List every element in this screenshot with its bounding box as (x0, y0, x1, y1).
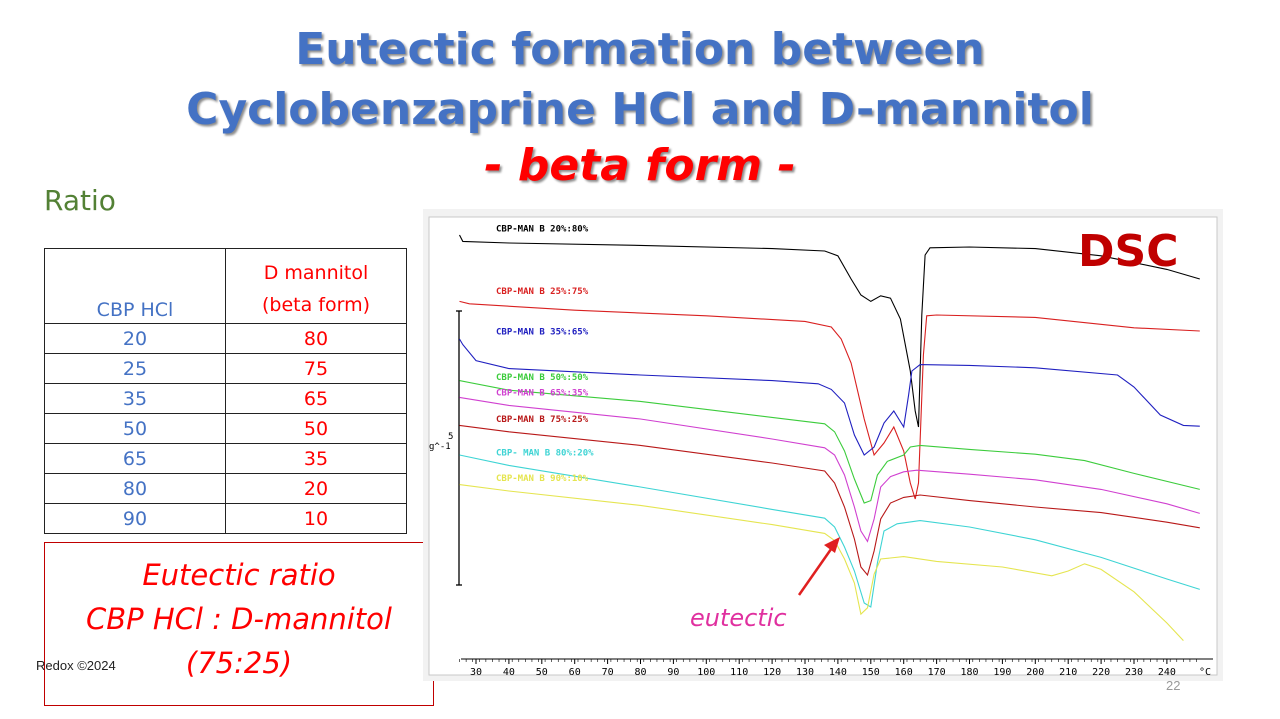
series-line (459, 338, 1200, 456)
x-tick-label: 70 (602, 667, 614, 678)
mannitol-cell: 35 (225, 443, 407, 474)
page-number: 22 (1166, 678, 1181, 693)
series-line (459, 396, 1200, 543)
x-tick-label: 140 (829, 667, 847, 678)
table-row: 25 75 (44, 353, 407, 384)
subtitle-beta-form: - beta form - (484, 140, 796, 191)
table-row: 20 80 (44, 323, 407, 354)
cbp-cell: 25 (44, 353, 226, 384)
x-tick-label: 190 (993, 667, 1011, 678)
x-tick-label: 60 (569, 667, 581, 678)
x-tick-label: 200 (1026, 667, 1044, 678)
cbp-cell: 65 (44, 443, 226, 474)
cbp-cell: 50 (44, 413, 226, 444)
dsc-chart-panel: 5 g^-1 30 40 50 60 70 80 90 100 110 120 130 140 150 16… (423, 209, 1223, 681)
copyright-text: Redox ©2024 (36, 658, 116, 673)
x-tick-label: 220 (1092, 667, 1110, 678)
cbp-cell: 20 (44, 323, 226, 354)
series-label: CBP- MAN B 80%:20% (496, 448, 594, 458)
x-tick-label: 180 (960, 667, 978, 678)
series-label: CBP-MAN B 25%:75% (496, 287, 589, 297)
mannitol-cell: 50 (225, 413, 407, 444)
x-tick-label: 210 (1059, 667, 1077, 678)
series-label: CBP-MAN B 20%:80% (496, 224, 589, 234)
eutectic-arrow (797, 541, 838, 596)
header-d-mannitol: D mannitol (beta form) (225, 248, 407, 324)
ratio-table: CBP HCl D mannitol (beta form) 20 80 25 … (44, 248, 407, 534)
series-line (459, 380, 1200, 504)
series-label: CBP-MAN B 90%:10% (496, 474, 589, 484)
mannitol-cell: 20 (225, 473, 407, 504)
mannitol-cell: 80 (225, 323, 407, 354)
series-label: CBP-MAN B 65%:35% (496, 388, 589, 398)
eutectic-arrow-head (824, 537, 840, 553)
x-unit-label: °C (1199, 667, 1211, 678)
x-tick-label: 50 (536, 667, 548, 678)
x-tick-label: 130 (796, 667, 814, 678)
mannitol-cell: 75 (225, 353, 407, 384)
cbp-cell: 35 (44, 383, 226, 414)
dsc-chart: 5 g^-1 30 40 50 60 70 80 90 100 110 120 130 140 150 16… (428, 216, 1218, 678)
series-label: CBP-MAN B 35%:65% (496, 328, 589, 338)
x-tick-label: 80 (634, 667, 646, 678)
x-tick-label: 240 (1158, 667, 1176, 678)
eutectic-ratio-box: Eutectic ratio CBP HCl : D-mannitol (75:… (44, 542, 434, 706)
eutectic-ratio-line1: Eutectic ratio (142, 558, 336, 592)
table-row: 80 20 (44, 473, 407, 504)
series-group (459, 234, 1200, 641)
dsc-label: DSC (1078, 226, 1179, 277)
x-tick-label: 100 (697, 667, 715, 678)
x-tick-label: 230 (1125, 667, 1143, 678)
mannitol-cell: 10 (225, 503, 407, 534)
mannitol-cell: 65 (225, 383, 407, 414)
series-label: CBP-MAN B 50%:50% (496, 373, 589, 383)
plot-area (428, 216, 1218, 676)
eutectic-annotation: eutectic (690, 604, 787, 632)
title-line-1: Eutectic formation between (295, 24, 985, 75)
eutectic-ratio-line3: (75:25) (185, 646, 293, 680)
x-axis: 30 40 50 60 70 80 90 100 110 120 130 140 150 160 170 18… (459, 659, 1211, 678)
header-d-mannitol-line1: D mannitol (263, 262, 369, 284)
series-label: CBP-MAN B 75%:25% (496, 415, 589, 425)
x-tick-label: 30 (470, 667, 482, 678)
table-row: 35 65 (44, 383, 407, 414)
x-tick-label: 110 (730, 667, 748, 678)
x-tick-label: 150 (862, 667, 880, 678)
series-line (459, 234, 1200, 428)
series-line (459, 300, 1200, 500)
x-tick-label: 160 (895, 667, 913, 678)
series-line (459, 484, 1184, 641)
table-row: 65 35 (44, 443, 407, 474)
title-line-2: Cyclobenzaprine HCl and D-mannitol (186, 84, 1094, 135)
series-line (459, 454, 1200, 608)
x-tick-label: 40 (503, 667, 515, 678)
table-header-row: CBP HCl D mannitol (beta form) (44, 248, 407, 324)
series-labels: CBP-MAN B 20%:80% CBP-MAN B 25%:75% CBP-MA… (496, 224, 594, 484)
cbp-cell: 80 (44, 473, 226, 504)
ratio-label: Ratio (44, 184, 116, 217)
y-scale-bar-label: 5 g^-1 (429, 432, 453, 452)
series-line (459, 424, 1200, 577)
table-row: 90 10 (44, 503, 407, 534)
x-tick-label: 120 (763, 667, 781, 678)
header-cbp-hcl: CBP HCl (44, 248, 226, 324)
x-tick-label: 90 (667, 667, 679, 678)
cbp-cell: 90 (44, 503, 226, 534)
x-tick-label: 170 (928, 667, 946, 678)
eutectic-ratio-line2: CBP HCl : D-mannitol (86, 602, 392, 636)
header-d-mannitol-line2: (beta form) (261, 294, 370, 316)
table-row: 50 50 (44, 413, 407, 444)
